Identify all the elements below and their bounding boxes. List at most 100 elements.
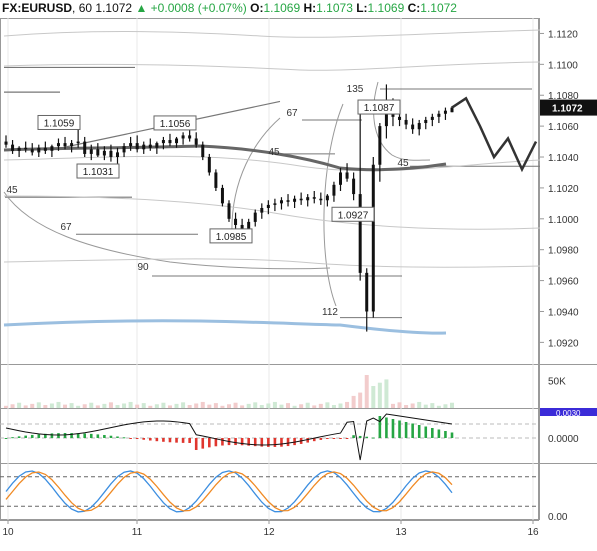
envelope-band [3,29,541,38]
macd-histogram-bar [175,438,178,443]
volume-bar [56,401,61,408]
x-tick-label: 13 [395,527,407,538]
volume-bar [364,375,369,408]
volume-bar [89,402,94,408]
macd-histogram-bar [116,436,119,438]
interval-label[interactable]: 60 [78,1,93,15]
candle-body [188,135,192,139]
x-tick-label: 16 [527,527,539,538]
macd-histogram-bar [194,438,198,451]
macd-histogram-bar [404,422,408,438]
volume-bar [272,401,277,408]
volume-bar [233,402,238,408]
candle-body [240,224,244,232]
y-tick-label: 1.1040 [548,153,579,164]
candle-body [339,172,342,185]
symbol-label[interactable]: FX:EURUSD [2,1,73,15]
volume-bar [443,404,448,408]
candle-body [352,178,356,195]
volume-bar [404,405,409,408]
candle-body [358,194,362,273]
candle-body [37,147,41,153]
price-callout-box [37,114,81,130]
candle-body [4,141,8,145]
volume-bar [63,404,68,408]
macd-histogram-bar [24,435,27,438]
candle-body [417,123,421,130]
macd-histogram-bar [444,431,447,438]
volume-bar [266,403,271,408]
envelope-band [3,61,541,71]
macd-histogram-bar [431,428,434,438]
candle-body [142,144,146,150]
price-callout-label: 1.1056 [160,119,191,130]
price-change: +0.0008 [150,1,195,15]
macd-badge-label: 0.0030 [556,409,581,418]
y-tick-label: 1.1060 [548,122,579,133]
macd-histogram-bar [358,435,362,438]
macd-histogram-bar [155,438,159,442]
volume-bar [10,404,15,408]
candle-body [135,143,139,150]
macd-histogram-bar [339,438,342,439]
macd-histogram-bar [319,438,323,440]
macd-histogram-bar [4,438,8,439]
volume-bar [299,404,304,408]
macd-histogram-bar [267,438,270,447]
volume-bar [167,405,172,408]
candle-body [378,126,382,165]
stochastic-k-line [5,470,453,513]
macd-histogram-bar [306,438,310,443]
y-tick-label: 1.1120 [548,29,578,40]
moving-average-blue [3,319,447,335]
macd-histogram-bar [70,433,73,438]
chart-header: FX:EURUSD, 60 1.1072 ▲ +0.0008 (+0.07%) … [2,1,457,15]
macd-histogram-bar [411,423,414,438]
macd-histogram-bar [17,436,21,438]
macd-histogram-bar [293,438,296,446]
macd-histogram-bar [63,433,67,438]
macd-histogram-bar [188,438,191,443]
volume-bar [358,392,363,408]
candle-body [443,110,447,114]
macd-histogram-bar [11,437,14,439]
open-value: 1.1069 [263,1,301,15]
header-sep: , [72,1,79,15]
close-key: C: [407,1,421,15]
macd-histogram-bar [424,426,428,438]
volume-bar [82,404,87,408]
volume-bar [122,403,127,408]
candle-body [129,143,133,147]
y-tick-label: 1.0940 [548,307,579,318]
candle-body [365,272,369,312]
close-value: 1.1072 [420,1,457,15]
candle-body [50,146,54,151]
price-callout-box [357,99,401,115]
candle-body [89,149,93,154]
price-callout-label: 1.1031 [83,167,114,178]
candle-body [11,144,15,151]
candle-body [109,150,113,158]
macd-histogram-bar [142,438,146,440]
volume-bar [17,402,22,408]
macd-histogram-bar [208,438,211,448]
macd-histogram-bar [352,435,355,438]
macd-histogram-bar [450,432,454,438]
macd-histogram-bar [162,438,165,442]
volume-bar [305,402,310,408]
low-value: 1.1069 [367,1,405,15]
candle-body [168,140,172,144]
candle-body [404,119,408,125]
price-callout-box [76,163,120,179]
macd-histogram-bar [89,433,93,438]
fib-level-label: 67 [60,222,72,233]
volume-bar [30,403,35,408]
candle-body [293,198,297,202]
y-tick-label: 1.0920 [548,338,579,349]
volume-tick-label: 50K [548,377,566,388]
candle-body [306,197,310,201]
volume-bar [240,405,245,408]
candle-body [181,135,185,139]
macd-histogram-bar [135,438,139,439]
